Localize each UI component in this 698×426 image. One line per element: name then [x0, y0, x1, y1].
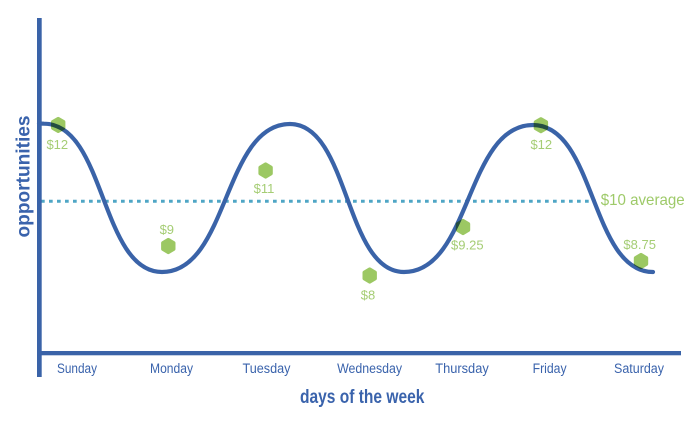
svg-text:$12: $12	[530, 137, 552, 152]
svg-text:days of the week: days of the week	[300, 387, 425, 408]
svg-text:$8.75: $8.75	[623, 237, 656, 252]
svg-text:$11: $11	[254, 181, 275, 196]
svg-text:$10 average: $10 average	[601, 192, 685, 209]
svg-text:Monday: Monday	[150, 361, 193, 376]
svg-text:$12: $12	[46, 137, 68, 152]
svg-text:$8: $8	[361, 288, 375, 303]
svg-text:Tuesday: Tuesday	[243, 361, 291, 376]
svg-text:Saturday: Saturday	[614, 361, 664, 376]
svg-text:Friday: Friday	[533, 361, 567, 376]
svg-text:$9: $9	[160, 222, 174, 237]
svg-text:Wednesday: Wednesday	[337, 361, 402, 376]
svg-text:opportunities: opportunities	[14, 116, 35, 238]
svg-text:$9.25: $9.25	[451, 237, 484, 252]
svg-text:Thursday: Thursday	[435, 361, 489, 376]
svg-text:Sunday: Sunday	[57, 361, 97, 376]
